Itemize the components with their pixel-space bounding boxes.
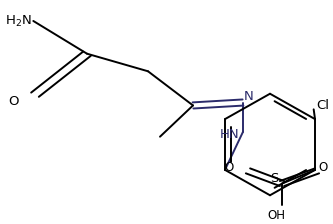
Text: N: N — [244, 90, 254, 103]
Text: HN: HN — [220, 128, 240, 141]
Text: OH: OH — [267, 209, 285, 222]
Text: O: O — [318, 162, 327, 174]
Text: H$_2$N: H$_2$N — [5, 14, 32, 29]
Text: Cl: Cl — [316, 99, 329, 112]
Text: O: O — [225, 162, 234, 174]
Text: S: S — [270, 172, 278, 185]
Text: O: O — [8, 95, 19, 108]
